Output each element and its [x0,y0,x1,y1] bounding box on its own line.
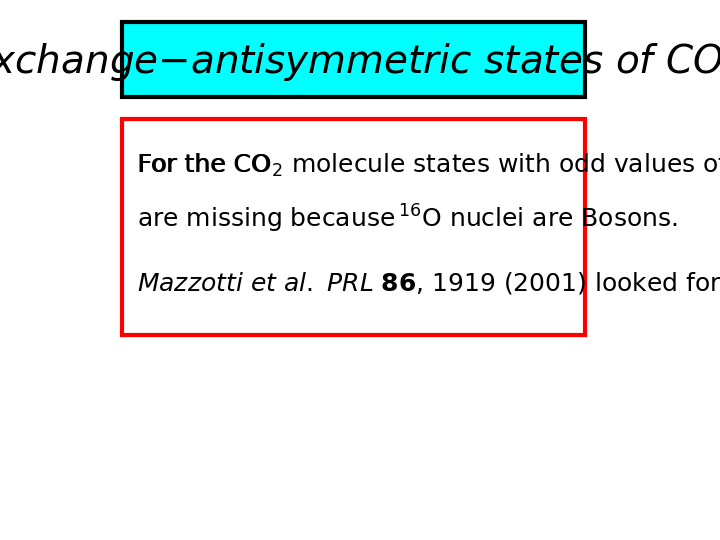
FancyBboxPatch shape [122,22,585,97]
Text: are missing because $\!{}^{16}$O nuclei are Bosons.: are missing because $\!{}^{16}$O nuclei … [137,202,678,235]
FancyBboxPatch shape [122,119,585,335]
Text: For the CO: For the CO [137,153,270,177]
Text: $\it{Exchange}$$\it{-antisymmetric\ states\ of\ CO_2}$: $\it{Exchange}$$\it{-antisymmetric\ stat… [0,41,720,83]
Text: $\it{Mazzotti\ et\ al.\ PRL}$ $\mathbf{86}$, 1919 (2001) looked for one:: $\it{Mazzotti\ et\ al.\ PRL}$ $\mathbf{8… [137,271,720,296]
Text: For the $\mathrm{CO_2}$ molecule states with odd values of $\it{J}$: For the $\mathrm{CO_2}$ molecule states … [137,151,720,179]
